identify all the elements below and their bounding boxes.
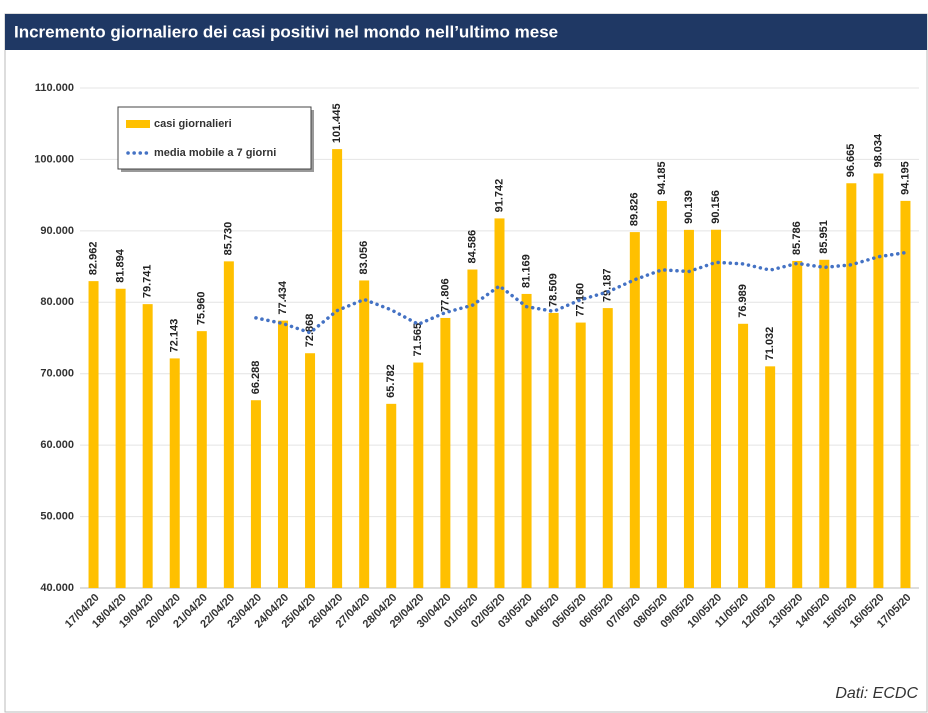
bar	[765, 366, 776, 588]
value-label: 72.143	[169, 319, 181, 353]
value-label: 79.187	[602, 268, 614, 302]
bar	[629, 232, 640, 588]
bar	[332, 149, 343, 588]
y-tick-label: 60.000	[40, 439, 74, 451]
bar	[873, 173, 884, 588]
bar	[846, 183, 857, 588]
bar	[142, 304, 153, 588]
bar	[792, 260, 803, 588]
bar	[575, 322, 586, 588]
value-label: 98.034	[872, 133, 884, 168]
value-label: 77.160	[575, 283, 587, 317]
value-label: 90.156	[710, 190, 722, 224]
value-label: 72.868	[304, 314, 316, 348]
value-label: 83.056	[358, 241, 370, 275]
bar	[305, 353, 316, 588]
value-label: 78.509	[548, 273, 560, 307]
bar	[656, 200, 667, 588]
value-label: 82.962	[87, 241, 99, 275]
bar	[602, 308, 613, 588]
value-label: 75.960	[196, 291, 208, 325]
value-label: 71.032	[764, 327, 776, 361]
chart-title: Incremento giornaliero dei casi positivi…	[14, 22, 558, 41]
value-label: 91.742	[493, 179, 505, 213]
y-tick-label: 40.000	[40, 582, 74, 594]
y-tick-label: 80.000	[40, 296, 74, 308]
bar	[440, 317, 451, 588]
bar	[386, 403, 397, 588]
value-label: 84.586	[466, 230, 478, 264]
value-label: 76.989	[737, 284, 749, 318]
value-label: 89.826	[629, 192, 641, 226]
y-tick-label: 110.000	[35, 82, 74, 94]
value-label: 81.894	[115, 248, 127, 283]
value-label: 85.730	[223, 222, 235, 256]
bar	[683, 229, 694, 588]
bar	[115, 288, 126, 588]
value-label: 71.565	[412, 323, 424, 357]
value-label: 85.786	[791, 221, 803, 255]
bar	[223, 261, 234, 588]
value-label: 85.951	[818, 220, 830, 254]
y-tick-label: 100.000	[34, 153, 74, 165]
value-label: 77.806	[439, 278, 451, 312]
value-label: 77.434	[277, 280, 289, 315]
bar	[359, 280, 370, 588]
value-label: 79.741	[142, 264, 154, 298]
bar	[738, 323, 749, 588]
legend-label: media mobile a 7 giorni	[154, 147, 276, 159]
bar	[521, 293, 532, 588]
bar	[467, 269, 478, 588]
y-tick-label: 50.000	[40, 510, 74, 522]
bar	[250, 400, 261, 588]
bar	[196, 331, 207, 588]
header-band	[5, 14, 927, 50]
value-label: 101.445	[331, 103, 343, 143]
y-tick-label: 70.000	[40, 368, 74, 380]
legend-box	[117, 106, 312, 170]
bar	[819, 259, 830, 588]
bar	[169, 358, 180, 588]
bar	[711, 229, 722, 588]
value-label: 94.185	[656, 161, 668, 195]
value-label: 81.169	[520, 254, 532, 288]
value-label: 66.288	[250, 361, 262, 395]
source-note: Dati: ECDC	[835, 685, 918, 702]
legend-label: casi giornalieri	[154, 118, 232, 130]
moving-average-line	[254, 250, 908, 335]
value-label: 94.195	[899, 161, 911, 195]
value-label: 90.139	[683, 190, 695, 224]
value-label: 96.665	[845, 144, 857, 178]
bar	[413, 362, 424, 588]
bar	[88, 281, 99, 588]
value-label: 65.782	[385, 364, 397, 398]
bar	[548, 312, 559, 588]
bar	[277, 320, 288, 588]
bar	[900, 200, 911, 588]
y-tick-label: 90.000	[40, 225, 74, 237]
legend-swatch	[126, 120, 150, 128]
bar	[494, 218, 505, 588]
